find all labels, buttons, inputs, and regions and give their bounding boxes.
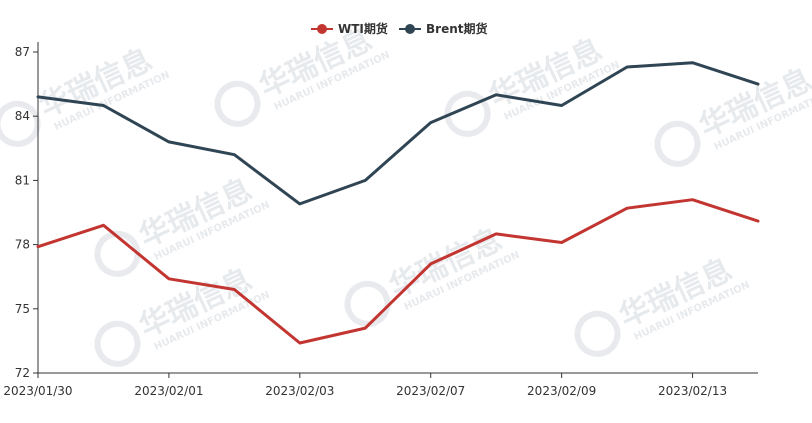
x-tick-label: 2023/02/09	[527, 384, 596, 398]
y-tick-label: 84	[15, 109, 30, 123]
legend-label-wti: WTI期货	[338, 21, 388, 36]
x-tick-label: 2023/02/07	[396, 384, 465, 398]
y-tick-label: 78	[15, 238, 30, 252]
series-line-brent[interactable]	[36, 61, 760, 206]
x-tick-label: 2023/02/03	[265, 384, 334, 398]
y-tick-label: 87	[15, 45, 30, 59]
x-tick-label: 2023/02/01	[134, 384, 203, 398]
legend-label-brent: Brent期货	[426, 21, 487, 36]
legend[interactable]: WTI期货 Brent期货	[311, 21, 487, 36]
legend-item-wti[interactable]: WTI期货	[311, 21, 388, 36]
y-tick-label: 81	[15, 173, 30, 187]
series-line-wti[interactable]	[36, 198, 760, 345]
y-tick-label: 75	[15, 302, 30, 316]
x-tick-label: 2023/02/13	[658, 384, 727, 398]
series-layer	[36, 61, 760, 345]
axes: 72 75 78 81 84 87 2023/01/30 2023/02/01 2023/02/…	[3, 42, 758, 398]
y-tick-label: 72	[15, 366, 30, 380]
legend-item-brent[interactable]: Brent期货	[399, 21, 487, 36]
x-tick-label: 2023/01/30	[3, 384, 72, 398]
